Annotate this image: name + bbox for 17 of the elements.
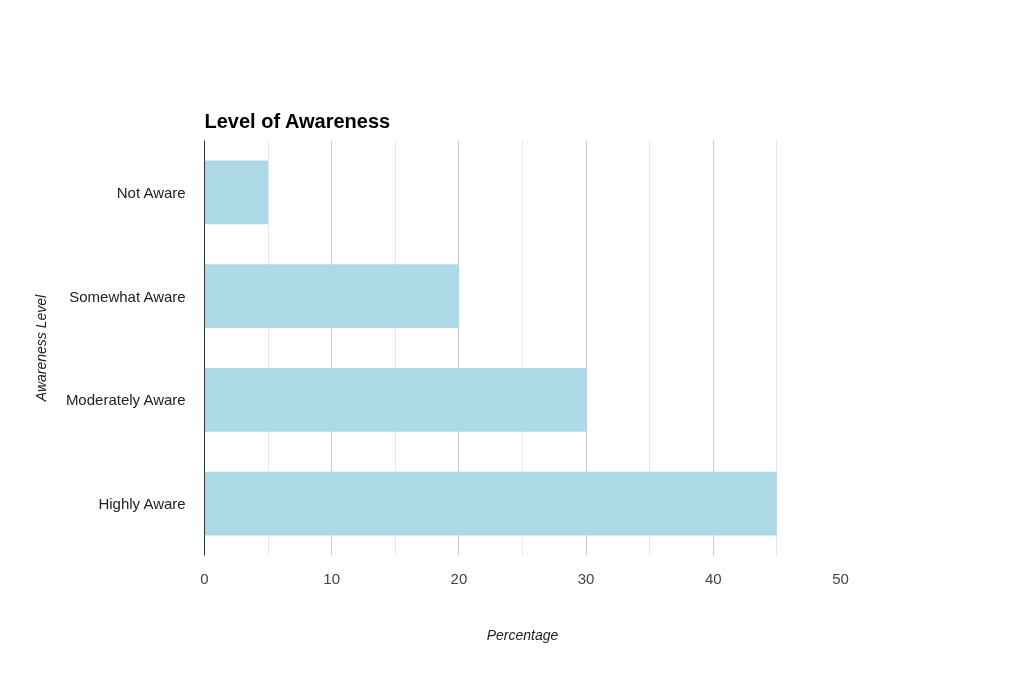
chart-title: Level of Awareness: [204, 109, 391, 132]
x-tick-label: 40: [704, 569, 722, 587]
bar: [204, 367, 587, 432]
x-tick-label: 10: [323, 569, 341, 587]
x-tick-label: 20: [450, 569, 468, 587]
y-tick-label: Highly Aware: [98, 495, 186, 513]
y-tick-label: Somewhat Aware: [69, 287, 186, 305]
x-axis-title: Percentage: [486, 626, 559, 643]
bar: [204, 160, 269, 225]
bar: [204, 264, 459, 329]
x-tick-label: 30: [577, 569, 595, 587]
y-axis-title: Awareness Level: [32, 293, 49, 403]
x-tick-label: 0: [200, 569, 209, 587]
y-tick-label: Moderately Aware: [65, 391, 186, 409]
bar: [204, 471, 777, 536]
y-tick-label: Not Aware: [116, 183, 186, 201]
x-tick-label: 50: [832, 569, 849, 587]
